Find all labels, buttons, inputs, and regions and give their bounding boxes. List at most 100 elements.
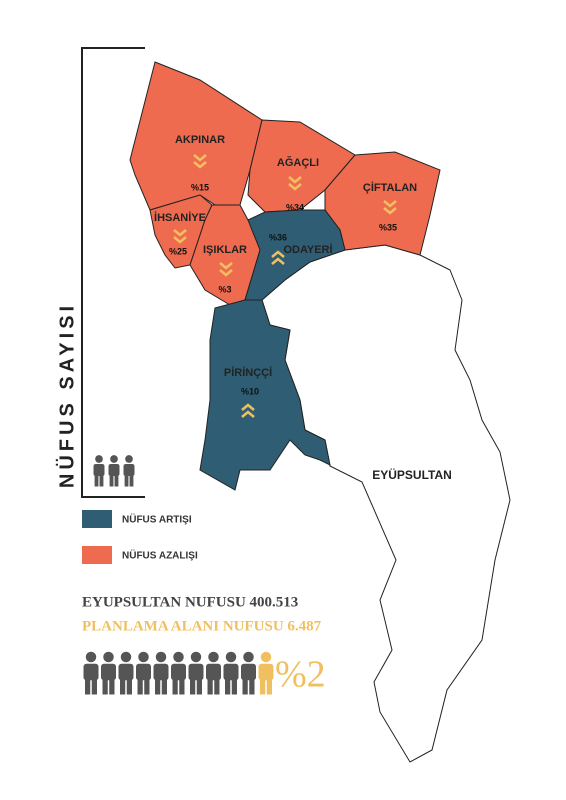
person-icon	[258, 663, 274, 681]
region-name: AKPINAR	[175, 134, 225, 146]
person-icon	[173, 651, 184, 663]
region-area	[244, 209, 346, 301]
person-icon	[155, 651, 167, 663]
region-name: ÇİFTALAN	[363, 181, 417, 194]
frame-line	[81, 47, 145, 498]
person-icon	[85, 651, 97, 663]
person-icon	[241, 663, 256, 681]
person-icon	[126, 679, 132, 695]
person-icon	[144, 679, 150, 695]
person-icon	[123, 463, 135, 477]
person-icon	[190, 651, 202, 663]
region-area	[199, 299, 331, 491]
trend-chevron	[241, 410, 255, 418]
person-icon	[101, 663, 116, 681]
person-icon	[225, 679, 231, 695]
region-change: %25	[169, 246, 187, 256]
person-icon	[129, 475, 134, 487]
person-icon	[103, 651, 114, 663]
person-icon	[102, 679, 108, 695]
planning-population: PLANLAMA ALANI NUFUSU 6.487	[82, 618, 322, 634]
trend-chevron	[193, 161, 207, 169]
person-icon	[136, 663, 151, 681]
person-icon	[85, 679, 91, 695]
person-icon	[231, 679, 237, 695]
legend-label: NÜFUS AZALIŞI	[122, 549, 198, 562]
trend-chevron	[193, 154, 207, 162]
person-icon	[153, 663, 169, 681]
person-icon	[94, 475, 99, 487]
region-name: AĞAÇLI	[277, 156, 319, 169]
person-icon	[109, 679, 115, 695]
person-icon	[260, 651, 272, 663]
person-icon	[125, 455, 133, 463]
trend-chevron	[173, 229, 187, 237]
person-icon	[266, 679, 272, 695]
region-change: %34	[286, 202, 304, 212]
trend-chevron	[383, 207, 397, 215]
trend-chevron	[288, 183, 302, 191]
region-change: %10	[241, 386, 259, 396]
person-icon	[109, 475, 114, 487]
region-change: %15	[191, 182, 209, 192]
region-name: ODAYERİ	[283, 243, 332, 256]
person-icon	[190, 679, 196, 695]
person-icon	[260, 679, 266, 695]
trend-chevron	[219, 269, 233, 277]
vertical-title: NÜFUS SAYISI	[55, 302, 78, 488]
region-name: IŞIKLAR	[203, 244, 247, 256]
person-icon	[124, 475, 129, 487]
person-icon	[118, 663, 134, 681]
person-icon	[114, 475, 119, 487]
legend-label: NÜFUS ARTIŞI	[122, 513, 192, 526]
person-icon	[110, 455, 118, 463]
person-icon	[206, 663, 221, 681]
person-icon	[225, 651, 237, 663]
region-area	[324, 151, 441, 256]
region-labels: AKPINAR %15 AĞAÇLI %34 ÇİFTALAN %35 İHSANİYE %2…	[154, 134, 417, 418]
trend-chevron	[219, 262, 233, 270]
person-icon	[108, 463, 120, 477]
region-change: %35	[379, 222, 397, 232]
share-value: %2	[275, 654, 326, 696]
person-icon	[120, 679, 126, 695]
person-icon	[249, 679, 255, 695]
people-icons	[93, 455, 135, 487]
people-icons	[83, 651, 274, 695]
person-icon	[95, 455, 103, 463]
trend-chevron	[271, 257, 285, 265]
person-icon	[91, 679, 97, 695]
region-name: İHSANİYE	[154, 211, 206, 224]
person-icon	[138, 651, 149, 663]
legend-swatch	[82, 546, 112, 564]
person-icon	[179, 679, 185, 695]
person-icon	[93, 463, 105, 477]
district-name: EYÜPSULTAN	[372, 467, 452, 482]
trend-chevron	[173, 236, 187, 244]
legend-swatch	[82, 510, 112, 528]
trend-chevron	[383, 200, 397, 208]
person-icon	[83, 663, 99, 681]
person-icon	[171, 663, 186, 681]
person-icon	[208, 651, 219, 663]
person-icon	[207, 679, 213, 695]
person-icon	[214, 679, 220, 695]
person-icon	[242, 679, 248, 695]
person-icon	[196, 679, 202, 695]
region-name: PİRİNÇÇİ	[224, 366, 272, 379]
person-icon	[243, 651, 254, 663]
region-change: %36	[269, 232, 287, 242]
person-icon	[161, 679, 167, 695]
person-icon	[223, 663, 239, 681]
trend-chevron	[271, 250, 285, 258]
trend-chevron	[288, 176, 302, 184]
person-icon	[120, 651, 132, 663]
person-icon	[155, 679, 161, 695]
person-icon	[172, 679, 178, 695]
trend-chevron	[241, 403, 255, 411]
person-icon	[137, 679, 143, 695]
total-population: EYUPSULTAN NUFUSU 400.513	[82, 594, 298, 610]
person-icon	[188, 663, 204, 681]
person-icon	[99, 475, 104, 487]
